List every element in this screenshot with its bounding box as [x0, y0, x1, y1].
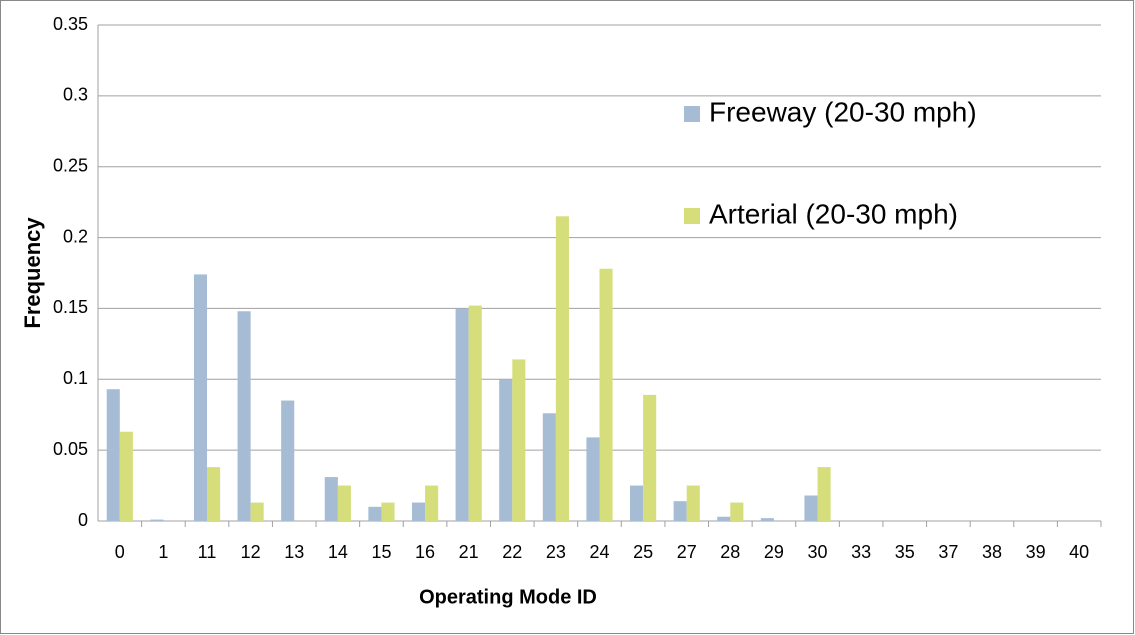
bar: [119, 431, 133, 521]
bar: [381, 502, 395, 521]
x-tick-label: 25: [633, 542, 653, 562]
x-tick-label: 14: [328, 542, 348, 562]
x-tick-label: 27: [677, 542, 697, 562]
bar: [586, 437, 600, 521]
legend-label: Freeway (20-30 mph): [709, 96, 977, 127]
x-axis-label: Operating Mode ID: [419, 586, 597, 608]
bar: [425, 485, 439, 521]
bar: [207, 467, 221, 521]
bar: [555, 216, 569, 522]
y-tick-label: 0.3: [63, 85, 88, 105]
legend-swatch: [684, 106, 700, 122]
bar: [599, 268, 613, 521]
bar: [730, 502, 744, 521]
bar: [717, 516, 731, 521]
bar: [499, 379, 513, 521]
y-tick-label: 0.05: [53, 439, 88, 459]
x-tick-label: 38: [982, 542, 1002, 562]
bar: [324, 477, 338, 521]
y-tick-label: 0.25: [53, 155, 88, 175]
bar: [150, 519, 164, 521]
bar: [630, 485, 644, 521]
bar: [368, 506, 382, 521]
bar: [106, 389, 120, 521]
y-tick-label: 0.2: [63, 226, 88, 246]
x-tick-label: 33: [851, 542, 871, 562]
y-tick-label: 0.1: [63, 368, 88, 388]
bar: [512, 359, 526, 521]
bar: [281, 400, 295, 521]
bar: [673, 501, 687, 521]
y-tick-label: 0.15: [53, 297, 88, 317]
legend-label: Arterial (20-30 mph): [709, 198, 958, 229]
x-tick-label: 35: [895, 542, 915, 562]
bar: [542, 413, 556, 521]
bar: [250, 502, 264, 521]
x-tick-label: 11: [198, 542, 217, 562]
y-tick-label: 0: [78, 510, 88, 530]
x-tick-label: 39: [1026, 542, 1046, 562]
x-tick-label: 0: [115, 542, 125, 562]
bar: [804, 495, 818, 521]
x-tick-label: 28: [720, 542, 740, 562]
x-tick-label: 1: [158, 542, 168, 562]
bar: [760, 518, 774, 521]
legend-swatch: [684, 208, 700, 224]
bar: [455, 308, 469, 521]
x-tick-label: 37: [938, 542, 958, 562]
y-axis-label: Frequency: [20, 217, 45, 329]
x-tick-label: 30: [808, 542, 828, 562]
x-tick-label: 16: [415, 542, 435, 562]
x-tick-label: 15: [371, 542, 391, 562]
x-tick-label: 24: [589, 542, 609, 562]
bar: [337, 485, 351, 521]
bar: [643, 394, 657, 521]
bar: [237, 311, 251, 521]
bar: [817, 467, 831, 521]
bar: [193, 274, 208, 521]
bar: [411, 502, 426, 521]
y-tick-label: 0.35: [53, 14, 88, 34]
x-tick-label: 22: [502, 542, 522, 562]
bar: [686, 485, 700, 521]
x-tick-label: 12: [241, 542, 261, 562]
x-tick-label: 21: [459, 542, 479, 562]
bar: [468, 305, 482, 521]
x-tick-label: 40: [1069, 542, 1089, 562]
x-tick-label: 13: [284, 542, 304, 562]
x-tick-label: 29: [764, 542, 784, 562]
x-tick-label: 23: [546, 542, 566, 562]
